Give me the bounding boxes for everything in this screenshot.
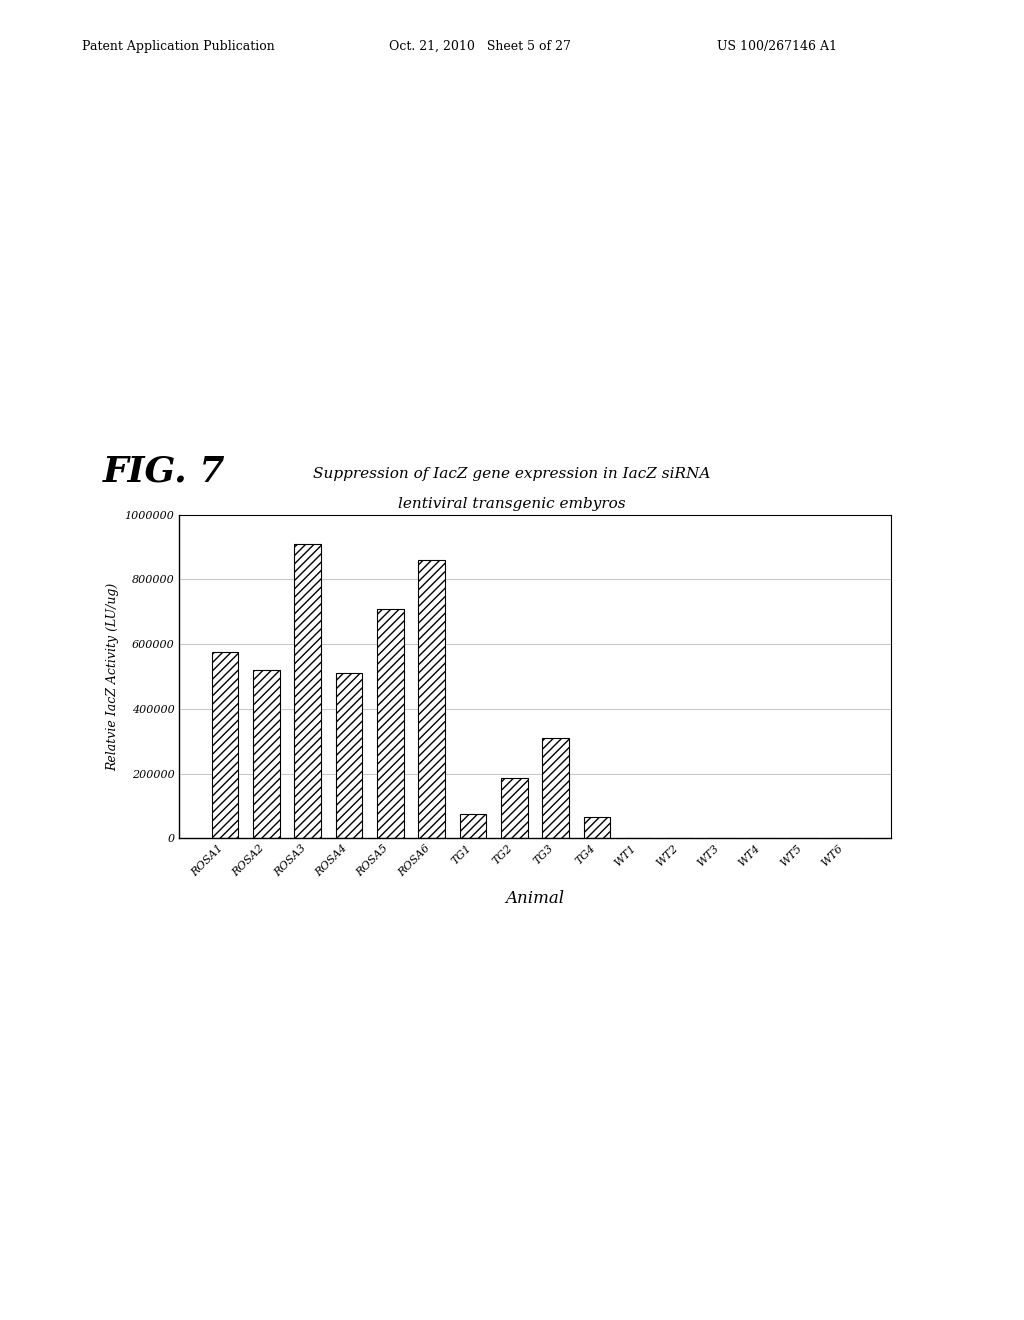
Bar	[377, 609, 403, 838]
Text: Patent Application Publication: Patent Application Publication	[82, 40, 274, 53]
Bar	[336, 673, 362, 838]
Text: US 100/267146 A1: US 100/267146 A1	[717, 40, 837, 53]
Bar	[584, 817, 610, 838]
Bar	[212, 652, 239, 838]
Bar	[294, 544, 322, 838]
Bar	[418, 560, 445, 838]
Text: FIG. 7: FIG. 7	[102, 455, 225, 488]
Bar	[460, 814, 486, 838]
Bar	[253, 671, 280, 838]
Bar	[543, 738, 569, 838]
Text: Suppression of IacZ gene expression in IacZ siRNA: Suppression of IacZ gene expression in I…	[313, 467, 711, 480]
Text: Oct. 21, 2010   Sheet 5 of 27: Oct. 21, 2010 Sheet 5 of 27	[389, 40, 571, 53]
Text: lentiviral transgenic embyros: lentiviral transgenic embyros	[398, 498, 626, 511]
Y-axis label: Relatvie IacZ Activity (LU/ug): Relatvie IacZ Activity (LU/ug)	[105, 582, 119, 771]
X-axis label: Animal: Animal	[506, 890, 564, 907]
Bar	[501, 779, 527, 838]
